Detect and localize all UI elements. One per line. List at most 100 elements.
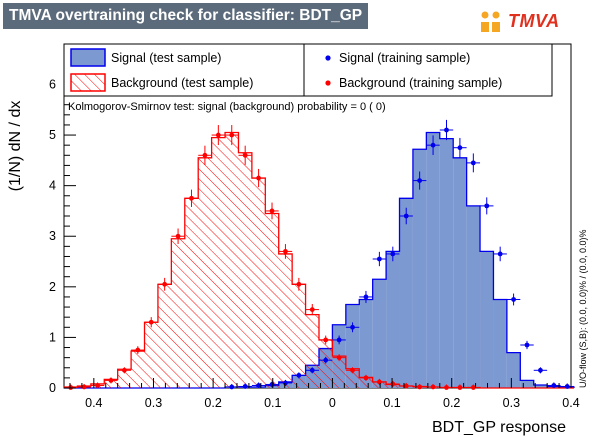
background-train-point: [470, 385, 476, 390]
legend-box-right: [303, 43, 553, 97]
legend-label-signal-train: Signal (training sample): [339, 51, 470, 65]
background-test-bar: [292, 284, 306, 388]
x-tick-label: 0.2: [443, 396, 460, 410]
background-train-point: [95, 383, 100, 388]
signal-test-bar: [412, 149, 427, 388]
signal-train-point: [538, 367, 543, 373]
background-train-point: [309, 307, 315, 312]
background-train-point: [444, 385, 449, 390]
signal-train-point: [430, 142, 436, 148]
tmva-logo-icon: [481, 11, 500, 32]
background-train-point: [189, 195, 194, 201]
background-test-bar: [238, 152, 252, 388]
background-test-bar: [305, 314, 319, 388]
background-test-bar: [372, 381, 387, 388]
x-tick-label: 0.4: [562, 396, 579, 410]
background-test-bar: [211, 137, 226, 388]
signal-test-bar: [399, 198, 413, 388]
background-train-point: [162, 281, 168, 287]
y-tick-label: 1: [49, 330, 56, 344]
overflow-text: U/O-flow (S,B): (0.0, 0.0)% / (0.0, 0.0)…: [578, 229, 588, 388]
y-tick-label: 3: [49, 229, 56, 243]
signal-test-bar: [439, 138, 454, 388]
signal-train-point: [229, 384, 235, 390]
background-test-bar: [332, 356, 346, 388]
signal-train-point: [323, 357, 329, 363]
background-train-point: [202, 152, 208, 158]
plot-title: TMVA overtraining check for classifier: …: [9, 7, 363, 24]
background-train-point: [121, 367, 127, 373]
legend-swatch-signal-test: [70, 48, 106, 67]
background-test-bar: [131, 351, 145, 388]
legend-marker-background-train: [325, 80, 331, 86]
signal-test-bar: [372, 279, 387, 388]
background-test-bar: [225, 132, 239, 388]
signal-train-point: [444, 127, 449, 133]
signal-test-bar: [359, 299, 373, 388]
signal-train-point: [376, 256, 382, 262]
background-test-bar: [251, 178, 266, 388]
background-train-point: [135, 347, 141, 353]
signal-train-point: [350, 324, 355, 330]
background-train-point: [175, 233, 181, 239]
signal-test-bar: [386, 251, 400, 388]
background-train-point: [229, 132, 235, 138]
background-test-bar: [318, 339, 333, 388]
background-test-bar: [144, 322, 158, 388]
x-tick-label: 0.3: [503, 396, 520, 410]
x-tick-label: 0.1: [383, 396, 400, 410]
signal-train-point: [457, 145, 463, 151]
signal-train-point: [309, 367, 315, 373]
y-tick-label: 0: [49, 381, 56, 395]
background-train-point: [215, 132, 221, 138]
legend-label-background-test: Background (test sample): [111, 76, 253, 90]
tmva-logo-text: TMVA: [508, 11, 560, 31]
legend-left: Signal (test sample) Background (test sa…: [63, 43, 305, 97]
background-test-bar: [265, 213, 279, 388]
legend-right: Signal (training sample) Background (tra…: [303, 43, 553, 97]
signal-train-point: [551, 383, 557, 388]
legend-label-signal-test: Signal (test sample): [111, 51, 221, 65]
background-train-point: [81, 384, 87, 390]
ks-test-text: Kolmogorov-Smirnov test: signal (backgro…: [68, 101, 386, 113]
signal-train-point: [363, 294, 369, 300]
signal-test-bar: [533, 384, 548, 388]
background-train-point: [430, 384, 436, 390]
y-tick-label: 4: [49, 179, 56, 193]
background-train-point: [363, 375, 369, 381]
background-test-bar: [198, 157, 212, 388]
background-train-point: [68, 385, 74, 390]
signal-train-point: [256, 383, 261, 388]
x-tick-label: 0: [329, 396, 336, 410]
signal-test-bar: [520, 380, 534, 388]
background-train-point: [417, 384, 423, 390]
signal-train-point: [497, 251, 503, 257]
x-tick-label: 0.4: [85, 396, 102, 410]
background-train-point: [457, 385, 463, 390]
background-train-point: [108, 378, 114, 383]
plot-title-banner: TMVA overtraining check for classifier: …: [3, 3, 368, 29]
signal-train-point: [484, 203, 490, 209]
background-test-bar: [117, 369, 132, 388]
signal-train-point: [336, 337, 342, 343]
background-test-bar: [157, 284, 172, 388]
x-tick-label: 0.1: [264, 396, 281, 410]
background-train-point: [390, 381, 396, 387]
background-train-point: [350, 367, 355, 373]
x-tick-label: 0.2: [204, 396, 221, 410]
signal-test-bar: [345, 304, 360, 388]
signal-train-point: [417, 178, 423, 183]
legend-swatch-background-test: [70, 73, 106, 92]
background-train-point: [376, 379, 382, 385]
background-train-point: [242, 152, 248, 158]
x-axis-label: BDT_GP response: [432, 419, 566, 436]
signal-test-bar: [466, 205, 481, 388]
tmva-logo: TMVA: [478, 10, 588, 34]
background-train-point: [283, 249, 288, 254]
signal-test-bar: [453, 157, 467, 388]
y-tick-label: 5: [49, 128, 56, 142]
background-train-point: [296, 281, 302, 287]
background-train-point: [148, 319, 154, 325]
signal-train-point: [242, 384, 248, 389]
